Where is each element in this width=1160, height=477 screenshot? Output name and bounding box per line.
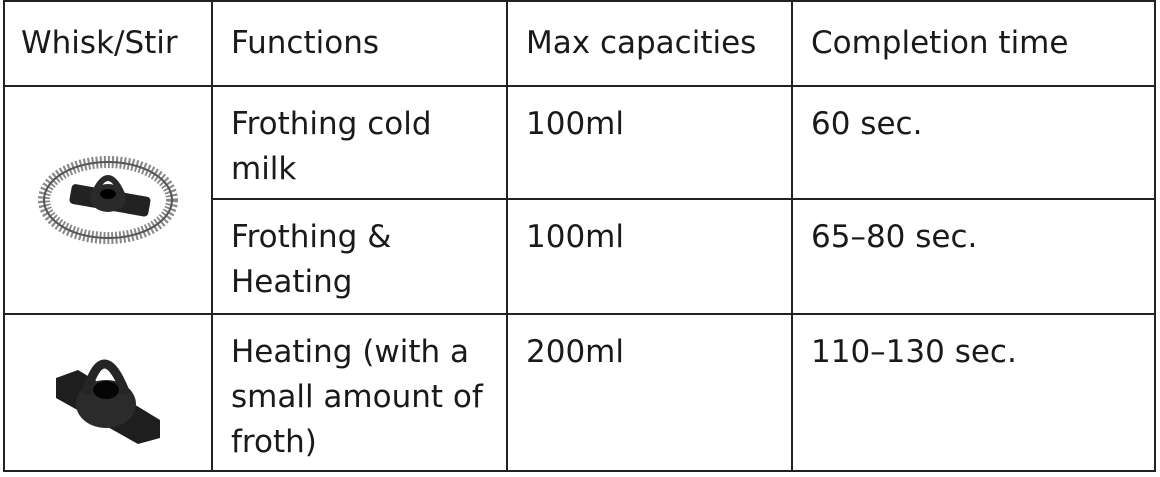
header-capacities: Max capacities [506,0,793,87]
table-row: Heating (with a small amount of froth) 2… [3,313,1156,472]
specs-table: Whisk/Stir Functions Max capacities Comp… [3,0,1156,472]
header-time: Completion time [791,0,1156,87]
header-functions: Functions [211,0,508,87]
stirrer-cell [3,313,213,472]
function-cell: Frothing & Heating [211,198,508,315]
header-row: Whisk/Stir Functions Max capacities Comp… [3,0,1156,87]
whisk-spring-icon [38,156,178,244]
time-cell: 60 sec. [791,85,1156,200]
stirrer-icon [56,359,160,444]
function-cell: Frothing cold milk [211,85,508,200]
capacity-cell: 100ml [506,198,793,315]
time-cell: 65–80 sec. [791,198,1156,315]
capacity-cell: 100ml [506,85,793,200]
table-row: Frothing & Heating 100ml 65–80 sec. [4,198,1156,315]
table-row: Frothing cold milk 100ml 60 sec. [3,85,1156,315]
capacity-cell: 200ml [506,313,793,472]
time-cell: 110–130 sec. [791,313,1156,472]
header-whisk: Whisk/Stir [3,0,213,87]
function-cell: Heating (with a small amount of froth) [211,313,508,472]
whisk-cell [3,85,213,315]
